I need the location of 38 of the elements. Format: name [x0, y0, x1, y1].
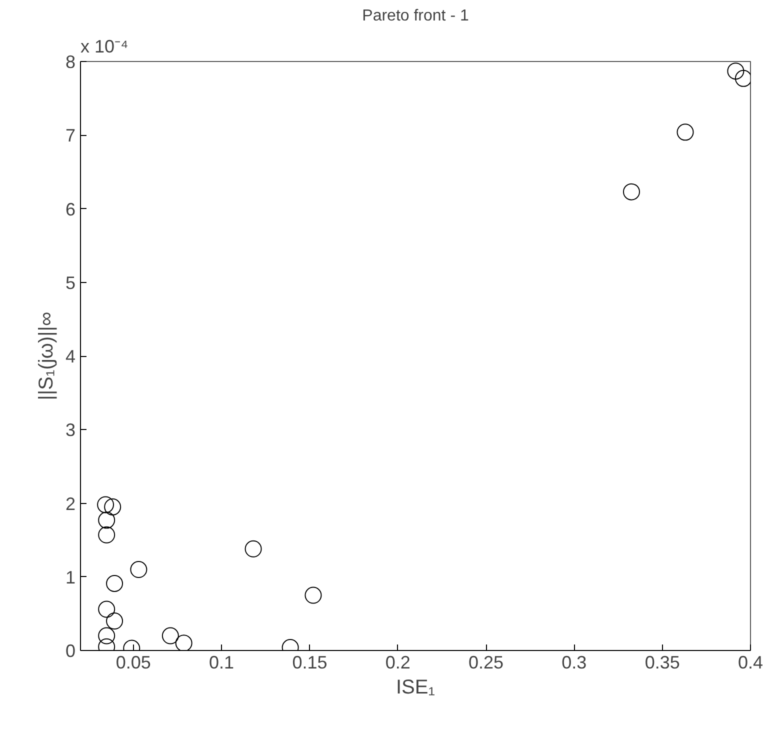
point — [727, 62, 744, 80]
x-axis-title: ISE₁ — [396, 676, 436, 698]
y-axis-title: ||S₁(jω)||∞ — [35, 312, 58, 400]
point — [162, 627, 179, 644]
y-tick-label: 2 — [65, 494, 76, 514]
point — [175, 634, 192, 650]
point — [98, 512, 116, 529]
x-tick-label: 0.3 — [562, 652, 587, 672]
point — [106, 575, 124, 592]
y-tick-label: 7 — [65, 126, 76, 146]
point — [304, 586, 322, 604]
x-tick-label: 0.15 — [292, 652, 328, 672]
point — [104, 498, 122, 516]
y-tick-label: 6 — [65, 199, 76, 220]
y-tick-label: 3 — [65, 420, 76, 440]
x-tick-label: 0.1 — [209, 652, 234, 672]
x-tick-label: 0.4 — [738, 652, 764, 672]
point — [106, 612, 124, 630]
y-tick-label: 5 — [65, 272, 76, 293]
point — [622, 183, 640, 200]
point — [98, 627, 116, 644]
point — [98, 526, 116, 544]
point — [734, 70, 750, 87]
x-tick-label: 0.25 — [468, 652, 504, 672]
y-tick-label: 8 — [65, 52, 76, 72]
point — [98, 600, 116, 618]
point — [97, 496, 114, 514]
y-tick-label: 4 — [65, 346, 76, 366]
point — [130, 561, 148, 578]
text: x 10⁻⁴ — [80, 36, 128, 56]
y-tick-label: 0 — [65, 641, 76, 661]
point — [244, 540, 262, 558]
point — [676, 124, 694, 141]
y-tick-label: 1 — [65, 567, 76, 588]
x-tick-label: 0.05 — [116, 652, 151, 672]
chart-title: Pareto front - 1 — [362, 8, 469, 24]
x-tick-label: 0.35 — [644, 652, 680, 672]
x-tick-label: 0.2 — [385, 652, 410, 672]
